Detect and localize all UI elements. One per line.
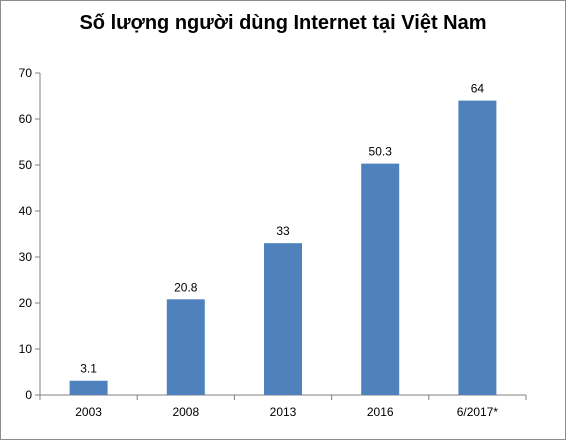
data-label: 50.3 (369, 145, 393, 159)
y-tick-label: 50 (19, 158, 33, 172)
x-category-label: 2008 (172, 405, 199, 419)
x-category-label: 2016 (367, 405, 394, 419)
y-tick-label: 70 (19, 66, 33, 80)
chart-title: Số lượng người dùng Internet tại Việt Na… (79, 12, 487, 34)
x-category-label: 2003 (75, 405, 102, 419)
data-label: 20.8 (174, 280, 198, 294)
bar-2016 (361, 163, 400, 395)
y-tick-label: 0 (25, 388, 32, 402)
y-tick-label: 20 (19, 296, 33, 310)
bar-2003 (69, 380, 108, 395)
x-category-label: 2013 (270, 405, 297, 419)
bar-62017 (458, 100, 497, 395)
data-label: 64 (471, 82, 485, 96)
bar-2008 (166, 299, 205, 395)
y-tick-label: 60 (19, 112, 33, 126)
y-tick-label: 40 (19, 204, 33, 218)
y-tick-label: 10 (19, 342, 33, 356)
data-label: 3.1 (80, 362, 97, 376)
y-tick-label: 30 (19, 250, 33, 264)
x-category-label: 6/2017* (457, 405, 499, 419)
bar-2013 (264, 243, 302, 395)
data-label: 33 (276, 224, 290, 238)
